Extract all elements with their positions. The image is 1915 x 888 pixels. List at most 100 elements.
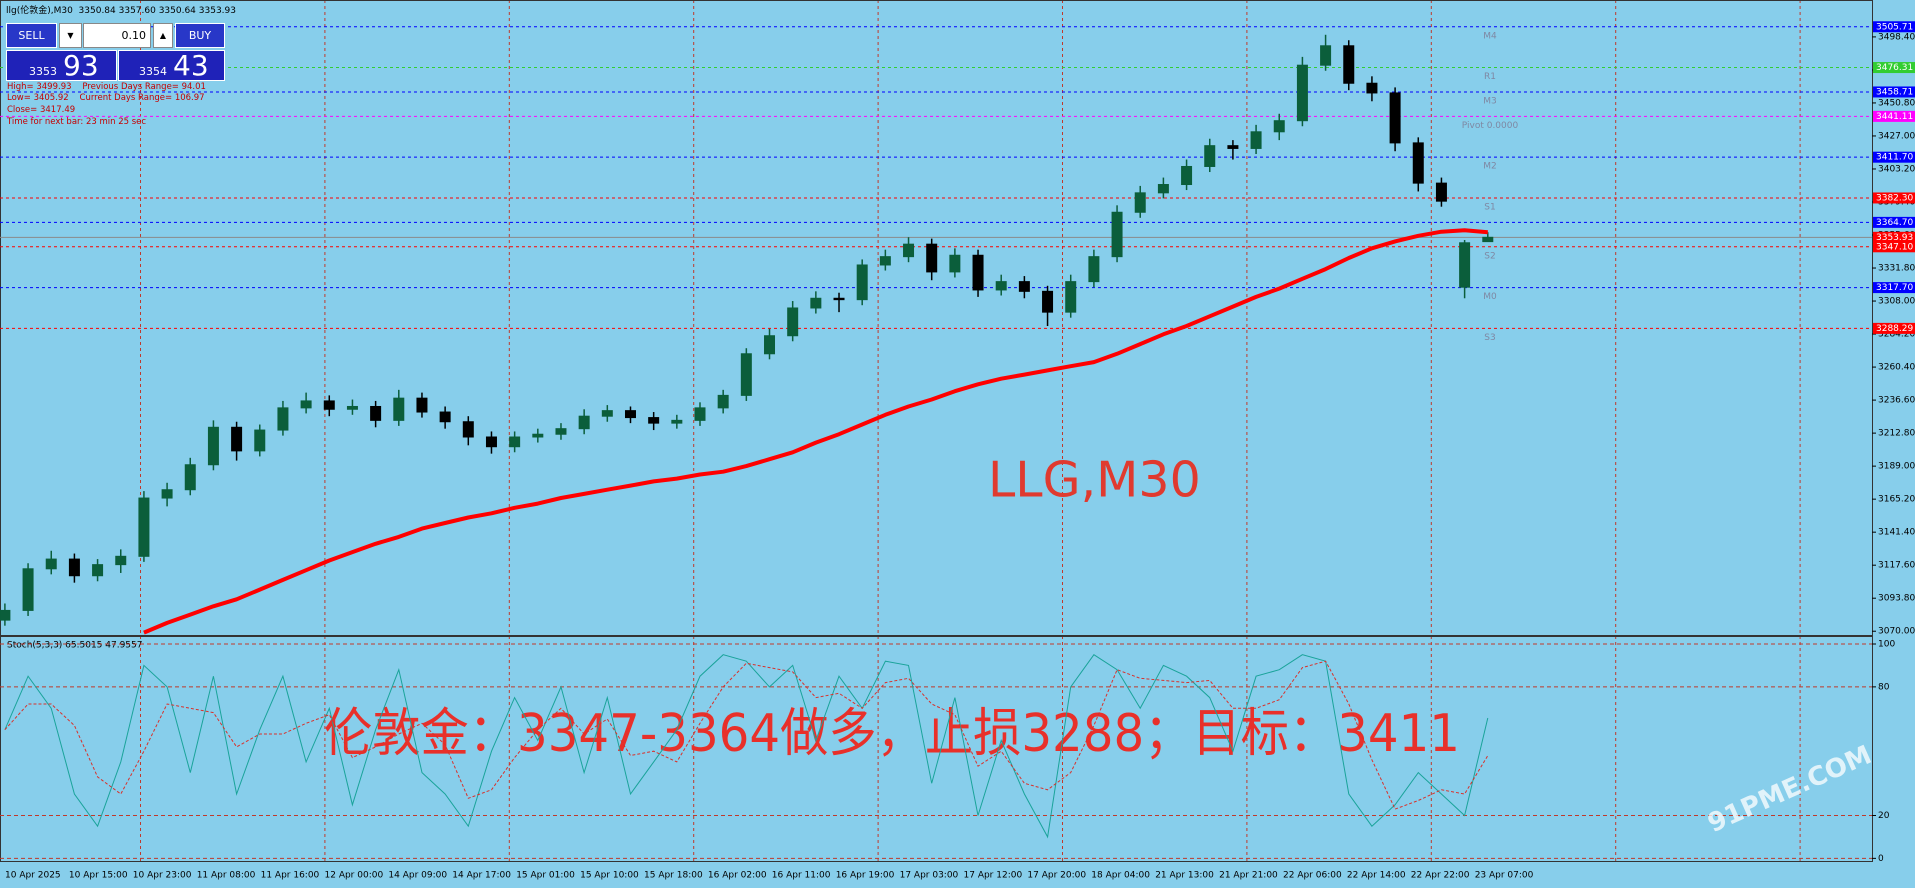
candle-body: [949, 254, 961, 273]
candle-body: [1157, 184, 1169, 194]
info-line: Time for next bar: 23 min 25 sec: [7, 117, 147, 127]
level-price: 3411.70: [1876, 153, 1913, 163]
candle-body: [300, 400, 312, 409]
y-tick-label: 3141.40: [1878, 528, 1915, 538]
level-name: R1: [1484, 72, 1496, 82]
info-line: Low= 3405.92 Current Days Range= 106.97: [7, 93, 205, 103]
x-tick-label: 23 Apr 07:00: [1475, 871, 1534, 881]
candle-body: [995, 281, 1007, 291]
level-price: 3441.11: [1876, 112, 1913, 122]
info-line: Close= 3417.49: [7, 105, 76, 115]
x-tick-label: 11 Apr 08:00: [197, 871, 256, 881]
x-tick-label: 16 Apr 11:00: [772, 871, 831, 881]
candle-body: [578, 415, 590, 430]
candle-body: [1296, 64, 1308, 122]
x-tick-label: 22 Apr 22:00: [1411, 871, 1470, 881]
lot-down[interactable]: ▼: [59, 23, 82, 48]
level-box: [1873, 282, 1915, 294]
candle-body: [1273, 120, 1285, 133]
x-tick-label: 16 Apr 02:00: [708, 871, 767, 881]
level-box: [1873, 231, 1915, 243]
level-name: M3: [1483, 96, 1497, 106]
level-price: 3364.70: [1876, 218, 1913, 228]
x-tick-label: 18 Apr 04:00: [1091, 871, 1150, 881]
x-tick-label: 16 Apr 19:00: [836, 871, 895, 881]
lot-up[interactable]: ▲: [153, 23, 173, 48]
bid-big: 93: [63, 49, 99, 82]
candle-body: [903, 243, 915, 258]
candle-body: [439, 411, 451, 423]
y-tick-label: 3070.00: [1878, 627, 1915, 637]
x-tick-label: 17 Apr 12:00: [964, 871, 1023, 881]
main-frame: [0, 0, 1873, 636]
y-tick-label: 3308.00: [1878, 297, 1915, 307]
candle-body: [856, 264, 868, 301]
symbol-line: llg(伦敦金),M30 3350.84 3357.60 3350.64 335…: [6, 6, 236, 16]
y-tick-label: 3093.80: [1878, 594, 1915, 604]
candle-body: [555, 428, 567, 435]
candle-body: [1459, 242, 1471, 288]
x-tick-label: 21 Apr 13:00: [1155, 871, 1214, 881]
candle-body: [1111, 211, 1123, 258]
candle-body: [115, 555, 127, 566]
ask-box[interactable]: 3354 43: [118, 49, 225, 82]
sub-frame: [0, 636, 1873, 862]
x-tick-label: 15 Apr 10:00: [580, 871, 639, 881]
candle-body: [671, 419, 683, 424]
lot-field[interactable]: 0.10: [83, 23, 151, 48]
indicator-tick-label: 0: [1878, 854, 1884, 864]
candle-body: [1435, 182, 1447, 202]
candle-body: [624, 410, 636, 419]
candle-body: [462, 421, 474, 438]
level-price: 3317.70: [1876, 283, 1913, 293]
candle-body: [207, 426, 219, 466]
y-tick-label: 3260.40: [1878, 363, 1915, 373]
candle-body: [764, 335, 776, 355]
candle-body: [1204, 145, 1216, 167]
level-name: Pivot 0.0000: [1462, 121, 1519, 131]
y-tick-label: 3189.00: [1878, 462, 1915, 472]
candle-body: [346, 405, 358, 410]
buy-button[interactable]: BUY: [175, 23, 225, 48]
candle-body: [92, 564, 104, 577]
candle-body: [231, 426, 243, 452]
y-tick-label: 3236.60: [1878, 396, 1915, 406]
level-box: [1873, 241, 1915, 253]
level-price: 3476.31: [1876, 63, 1913, 73]
annotation: 伦敦金：3347-3364做多，止损3288；目标：3411: [324, 704, 1460, 764]
x-tick-label: 15 Apr 01:00: [516, 871, 575, 881]
x-tick-label: 10 Apr 2025: [5, 871, 61, 881]
candle-body: [0, 609, 11, 621]
level-box: [1873, 110, 1915, 122]
candle-body: [1088, 256, 1100, 283]
indicator-tick-label: 100: [1878, 640, 1895, 650]
candle-body: [393, 397, 405, 421]
y-tick-label: 3427.00: [1878, 131, 1915, 141]
info-line: High= 3499.93 Previous Days Range= 94.01: [7, 82, 206, 92]
x-tick-label: 17 Apr 20:00: [1027, 871, 1086, 881]
candle-body: [416, 397, 428, 413]
level-price: 3382.30: [1876, 193, 1913, 203]
level-name: M4: [1483, 31, 1497, 41]
indicator-tick-label: 20: [1878, 811, 1890, 821]
candle-body: [138, 497, 150, 557]
candle-body: [45, 558, 57, 570]
candle-body: [161, 489, 173, 499]
level-name: S3: [1484, 333, 1495, 343]
stoch-line: [4, 660, 1489, 810]
candle-body: [601, 410, 613, 417]
level-box: [1873, 86, 1915, 98]
candle-body: [184, 464, 196, 491]
candle-body: [694, 407, 706, 421]
sell-button[interactable]: SELL: [6, 23, 57, 48]
x-tick-label: 10 Apr 23:00: [133, 871, 192, 881]
y-tick-label: 3284.20: [1878, 330, 1915, 340]
x-tick-label: 14 Apr 17:00: [452, 871, 511, 881]
y-tick-label: 3117.60: [1878, 561, 1915, 571]
level-box: [1873, 151, 1915, 163]
ask-big: 43: [173, 49, 209, 82]
ask-small: 3354: [139, 65, 167, 78]
y-tick-label: 3403.20: [1878, 164, 1915, 174]
bid-box[interactable]: 3353 93: [6, 49, 117, 82]
